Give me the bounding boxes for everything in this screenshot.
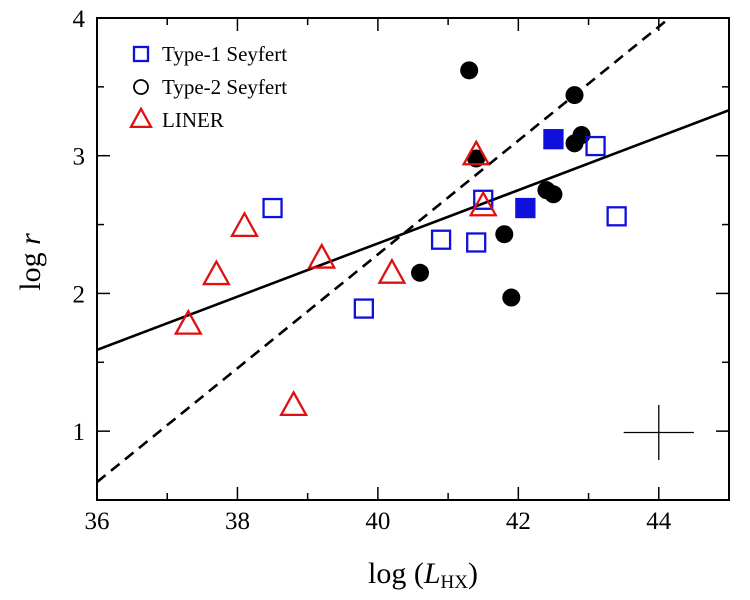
square-point: [585, 135, 606, 157]
circle-point: [572, 126, 591, 145]
x-tick-label: 40: [365, 508, 390, 535]
fit-lines: [97, 18, 729, 484]
triangle-point: [307, 242, 337, 269]
dashed-fit: [97, 18, 672, 484]
legend-label: LINER: [162, 108, 224, 132]
y-tick-label: 4: [73, 6, 86, 33]
square-point: [430, 229, 452, 250]
plot-frame: [96, 17, 730, 501]
square-point: [262, 197, 283, 219]
triangle-point: [468, 190, 498, 217]
circle-point: [565, 86, 584, 105]
solid-fit: [97, 109, 729, 352]
x-axis-label-prefix: log (: [368, 557, 424, 590]
y-tick-label: 2: [73, 281, 86, 308]
triangle-point: [201, 259, 231, 286]
x-axis-label-var: L: [423, 557, 441, 590]
y-tick-label: 1: [73, 419, 86, 446]
x-tick-label: 38: [225, 508, 250, 535]
square-point: [606, 206, 627, 227]
legend: Type-1 Seyfert Type-2 Seyfert LINER: [129, 42, 287, 132]
circle-point: [495, 225, 514, 244]
circle-point: [411, 263, 430, 282]
error-bar: [623, 404, 694, 461]
x-axis-label: log (LHX): [368, 557, 478, 593]
triangle-point: [230, 211, 259, 238]
axis-ticks: 36 38 40 42 44 1 2 3 4: [73, 6, 730, 535]
triangle-point: [461, 139, 491, 166]
legend-marker-circle: [133, 79, 149, 95]
square-point: [543, 129, 564, 150]
legend-label: Type-2 Seyfert: [162, 75, 287, 99]
square-point: [353, 298, 374, 319]
y-axis-label: log r: [14, 233, 47, 291]
x-tick-label: 42: [506, 508, 531, 535]
square-point: [466, 232, 487, 253]
legend-marker-triangle: [129, 106, 153, 128]
legend-marker-square: [132, 45, 150, 63]
y-tick-label: 3: [73, 144, 86, 171]
x-tick-label: 44: [646, 508, 672, 535]
circle-point: [544, 185, 563, 204]
triangle-point: [279, 390, 309, 417]
square-point: [515, 197, 536, 219]
y-axis-label-var: r: [14, 233, 47, 245]
x-axis-label-sub: HX: [441, 572, 469, 593]
triangle-point: [377, 257, 407, 284]
x-tick-label: 36: [85, 508, 110, 535]
triangle-point: [173, 308, 203, 335]
x-axis-label-suffix: ): [468, 557, 478, 590]
legend-label: Type-1 Seyfert: [162, 42, 287, 66]
circle-point: [502, 288, 521, 307]
y-axis-label-prefix: log: [14, 245, 47, 291]
data-points: [173, 61, 627, 417]
circle-point: [467, 149, 486, 168]
circle-point: [460, 61, 479, 80]
